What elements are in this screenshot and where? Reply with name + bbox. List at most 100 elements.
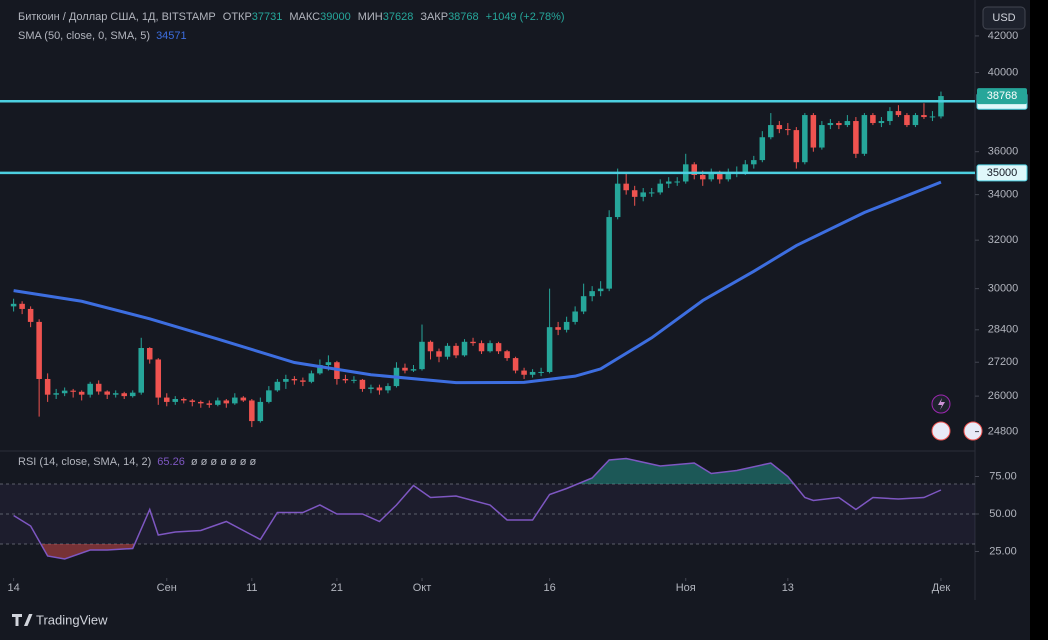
x-tick-label: 13 [782, 582, 794, 594]
candle-body [410, 369, 417, 371]
candle-body [742, 164, 749, 173]
candle-body [342, 378, 349, 381]
candle-body [844, 121, 851, 126]
candle-body [785, 129, 791, 131]
candle-body [163, 397, 170, 402]
candle-body [665, 181, 672, 184]
candle-body [563, 321, 570, 330]
candle-body [870, 115, 876, 124]
candle-body [240, 397, 247, 401]
candle-body [640, 192, 646, 197]
candle-body [232, 397, 238, 404]
rsi-overbought-fill [13, 458, 941, 484]
candle-body [402, 367, 408, 371]
sma-legend: SMA (50, close, 0, SMA, 5) 34571 [18, 30, 187, 42]
candle-body [317, 364, 323, 374]
x-tick-label: 16 [543, 582, 555, 594]
event-flag[interactable] [931, 421, 951, 441]
brand-name: TradingView [36, 612, 108, 627]
candle-body [691, 164, 698, 176]
candle-body [44, 378, 51, 395]
candle-body [112, 393, 119, 395]
stat-label: МИН [358, 11, 383, 23]
candle-body [78, 391, 85, 395]
candle-body [708, 172, 715, 180]
last-price-tag [977, 88, 1027, 105]
candle-body [572, 311, 578, 322]
stat-label: ОТКР [223, 11, 252, 23]
candle-body [206, 403, 213, 405]
stat-label: ЗАКР [420, 11, 448, 23]
stat-value: 38768 [448, 11, 479, 23]
price-level-tag [976, 164, 1028, 182]
y-tick-label: 50.00 [989, 508, 1017, 520]
last-price-label: 38768 [987, 90, 1018, 102]
stat-value: 37731 [252, 11, 283, 23]
candle-body [436, 351, 442, 357]
candle-body [427, 341, 434, 352]
chart-header: Биткоин / Доллар США, 1Д, BITSTAMP ОТКР37… [18, 11, 565, 23]
candle-body [495, 343, 502, 352]
candle-body [887, 111, 893, 122]
candle-body [359, 379, 366, 389]
rsi-title: RSI (14, close, SMA, 14, 2) [18, 456, 151, 468]
candle-body [453, 345, 459, 356]
candle-body [351, 379, 357, 381]
candle-body [538, 371, 544, 373]
candle-body [266, 390, 272, 402]
candle-body [853, 121, 859, 154]
currency-label[interactable]: USD [992, 12, 1015, 24]
candle-body [223, 400, 230, 404]
candle-body [87, 383, 93, 395]
candle-body [470, 341, 476, 344]
y-tick-label: 26000 [988, 390, 1019, 402]
candle-body [95, 383, 102, 392]
event-flag[interactable] [963, 421, 983, 441]
candle-body [895, 111, 902, 116]
candle-body [725, 172, 732, 180]
candle-body [198, 401, 204, 404]
candle-body [385, 386, 391, 391]
candle-body [53, 393, 59, 395]
candle-body [70, 390, 76, 392]
candle-body [257, 401, 264, 422]
currency-button[interactable] [982, 6, 1026, 30]
candle-body [368, 387, 374, 389]
candle-body [580, 296, 587, 312]
candle-body [929, 116, 936, 118]
event-icon-glyph [938, 398, 945, 410]
x-tick-label: Окт [413, 582, 432, 594]
y-tick-label: 24800 [988, 426, 1019, 438]
candle-body [716, 172, 723, 180]
candle-body [419, 341, 425, 370]
candle-body [461, 341, 468, 356]
candle-body [512, 358, 519, 371]
candle-body [938, 96, 944, 117]
y-tick-label: 32000 [988, 234, 1019, 246]
candle-body [614, 183, 621, 218]
stat-label: МАКС [289, 11, 320, 23]
candle-body [521, 370, 527, 375]
rsi-value: 65.26 [157, 456, 185, 468]
y-tick-label: 40000 [988, 66, 1019, 78]
candle-body [129, 392, 136, 397]
y-tick-label: 28400 [988, 324, 1019, 336]
candle-body [10, 303, 17, 307]
candle-body [529, 371, 536, 375]
x-tick-label: 21 [331, 582, 343, 594]
candle-body [546, 327, 553, 372]
candle-body [504, 351, 510, 359]
candle-body [648, 192, 655, 194]
candle-body [793, 130, 800, 163]
sma-name: SMA (50, close, 0, SMA, 5) [18, 30, 150, 42]
candle-body [699, 175, 706, 180]
candle-body [444, 345, 451, 357]
stat-value: 39000 [320, 11, 351, 23]
brand-logo [12, 614, 33, 626]
candle-body [623, 183, 629, 191]
price-level-label: 35000 [987, 167, 1018, 179]
candle-body [674, 181, 680, 183]
sma-line [13, 180, 942, 385]
